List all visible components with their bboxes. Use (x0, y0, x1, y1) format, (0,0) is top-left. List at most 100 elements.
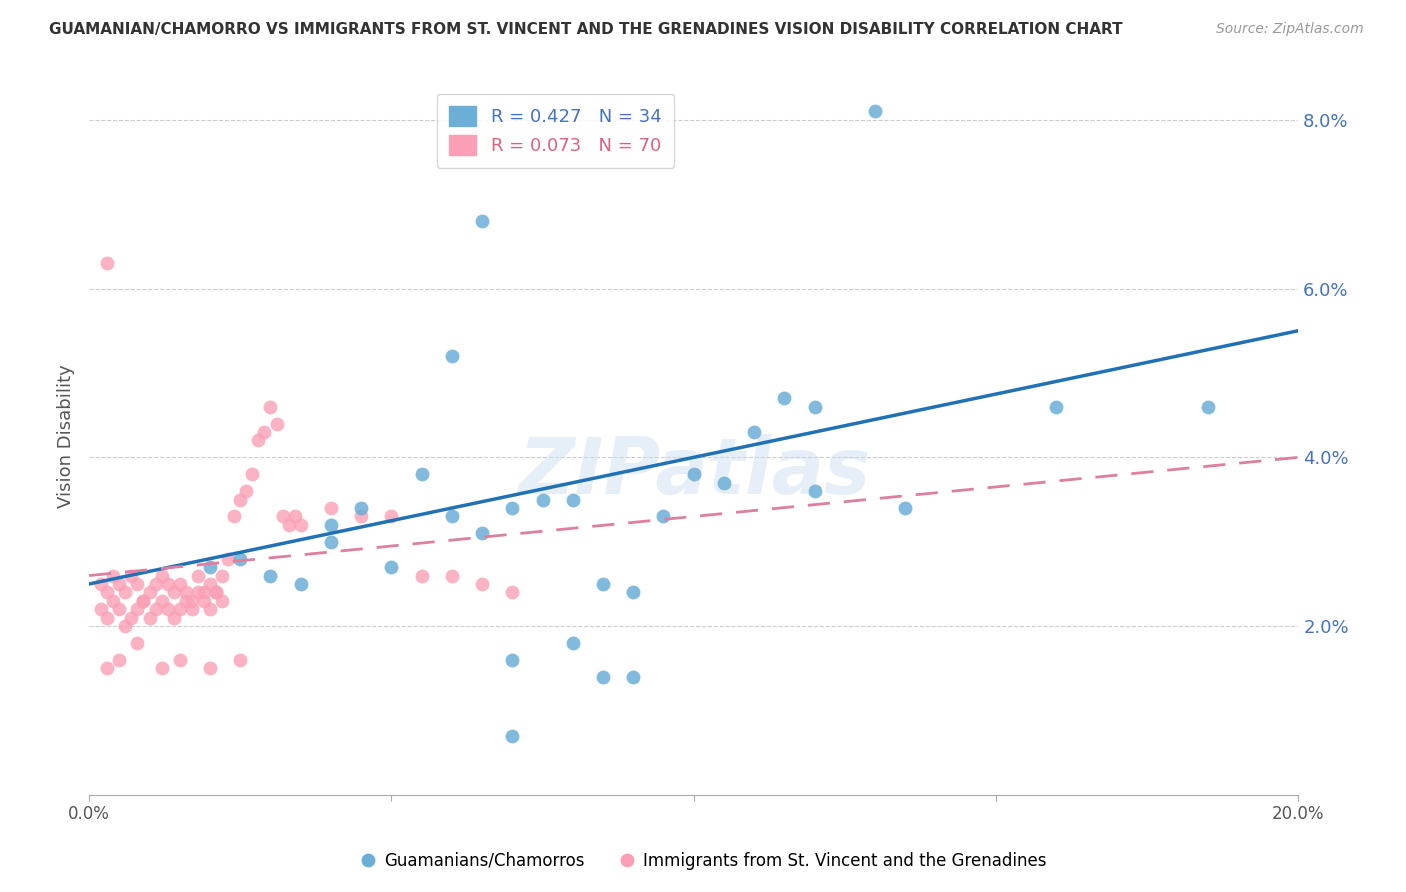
Point (803, 400, 825, 414)
Text: GUAMANIAN/CHAMORRO VS IMMIGRANTS FROM ST. VINCENT AND THE GRENADINES VISION DISA: GUAMANIAN/CHAMORRO VS IMMIGRANTS FROM ST… (49, 22, 1123, 37)
Point (145, 577, 167, 591)
Point (440, 349, 463, 363)
Point (150, 568, 173, 582)
Point (198, 560, 221, 574)
Point (290, 577, 312, 591)
Point (174, 585, 197, 599)
Text: ZIPatlas: ZIPatlas (517, 434, 870, 510)
Point (193, 594, 215, 608)
Point (621, 670, 644, 684)
Point (193, 585, 215, 599)
Point (319, 534, 342, 549)
Point (163, 611, 186, 625)
Point (114, 619, 136, 633)
Point (290, 517, 312, 532)
Point (894, 501, 917, 516)
Point (108, 602, 131, 616)
Point (229, 551, 252, 566)
Point (440, 509, 463, 524)
Point (108, 577, 131, 591)
Point (187, 568, 209, 582)
Point (713, 475, 735, 490)
Point (150, 661, 173, 675)
Point (211, 594, 233, 608)
Point (471, 214, 494, 228)
Y-axis label: Vision Disability: Vision Disability (58, 364, 75, 508)
Point (501, 585, 523, 599)
Point (90, 577, 112, 591)
Point (120, 568, 142, 582)
Point (217, 551, 239, 566)
Point (138, 585, 160, 599)
Point (266, 417, 288, 431)
Point (163, 585, 186, 599)
Point (198, 661, 221, 675)
Point (156, 577, 179, 591)
Point (380, 560, 402, 574)
Point (224, 509, 246, 524)
Point (108, 653, 131, 667)
Point (803, 484, 825, 499)
Point (138, 611, 160, 625)
Point (180, 594, 202, 608)
Point (169, 577, 191, 591)
Point (240, 467, 263, 482)
Point (277, 517, 299, 532)
Point (247, 434, 270, 448)
Point (621, 585, 644, 599)
Point (169, 653, 191, 667)
Point (114, 585, 136, 599)
Point (229, 653, 252, 667)
Point (284, 509, 307, 524)
Point (1045, 400, 1067, 414)
Point (103, 568, 125, 582)
Point (96, 661, 118, 675)
Legend: R = 0.427   N = 34, R = 0.073   N = 70: R = 0.427 N = 34, R = 0.073 N = 70 (437, 94, 675, 168)
Point (319, 501, 342, 516)
Point (90, 602, 112, 616)
Point (271, 509, 294, 524)
Point (205, 585, 228, 599)
Point (229, 492, 252, 507)
Point (127, 636, 149, 650)
Point (592, 577, 614, 591)
Point (180, 602, 202, 616)
Point (96, 585, 118, 599)
Point (235, 484, 257, 499)
Point (259, 400, 281, 414)
Point (440, 568, 463, 582)
Point (350, 501, 373, 516)
Point (863, 104, 886, 119)
Point (501, 653, 523, 667)
Point (103, 594, 125, 608)
Point (198, 577, 221, 591)
Point (411, 467, 433, 482)
Point (471, 526, 494, 541)
Point (561, 492, 583, 507)
Point (501, 729, 523, 743)
Point (561, 636, 583, 650)
Point (471, 577, 494, 591)
Point (156, 602, 179, 616)
Point (145, 602, 167, 616)
Point (742, 425, 765, 439)
Point (531, 492, 554, 507)
Point (96, 611, 118, 625)
Point (350, 509, 373, 524)
Text: Source: ZipAtlas.com: Source: ZipAtlas.com (1216, 22, 1364, 37)
Point (174, 594, 197, 608)
Legend: Guamanians/Chamorros, Immigrants from St. Vincent and the Grenadines: Guamanians/Chamorros, Immigrants from St… (353, 846, 1053, 877)
Point (127, 602, 149, 616)
Point (259, 568, 281, 582)
Point (501, 501, 523, 516)
Point (411, 568, 433, 582)
Point (132, 594, 155, 608)
Point (127, 577, 149, 591)
Point (592, 670, 614, 684)
Point (150, 594, 173, 608)
Point (169, 602, 191, 616)
Point (682, 467, 704, 482)
Point (205, 585, 228, 599)
Point (198, 602, 221, 616)
Point (652, 509, 675, 524)
